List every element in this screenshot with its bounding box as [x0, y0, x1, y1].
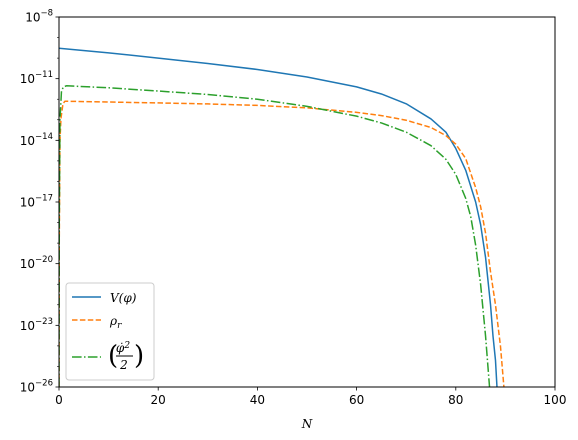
legend-label-kin: ( φ̇2 2 ) [108, 341, 144, 372]
svg-text:(: ( [108, 341, 118, 371]
y-tick-label: 10−20 [20, 255, 53, 271]
series-line-1 [59, 100, 505, 387]
x-tick-label: 80 [448, 393, 463, 407]
y-axis-ticks: 10−26 10−23 10−20 10−17 10−14 10−11 10−8 [20, 9, 59, 395]
x-axis-label: N [301, 417, 313, 431]
legend: V(φ) ρr ( φ̇2 2 ) [65, 282, 155, 381]
x-tick-label: 40 [250, 393, 265, 407]
legend-label-v: V(φ) [110, 291, 137, 305]
y-tick-label: 10−23 [20, 317, 53, 333]
series-line-0 [59, 47, 498, 387]
svg-text:2: 2 [119, 358, 128, 372]
svg-text:): ) [134, 341, 144, 371]
series-layer [59, 47, 505, 387]
y-tick-label: 10−14 [20, 132, 53, 148]
x-tick-label: 20 [151, 393, 166, 407]
y-tick-label: 10−11 [20, 70, 53, 86]
y-tick-label: 10−17 [20, 194, 53, 210]
x-axis-ticks: 0 20 40 60 80 100 [55, 387, 566, 407]
x-tick-label: 100 [544, 393, 567, 407]
x-tick-label: 0 [55, 393, 63, 407]
x-tick-label: 60 [349, 393, 364, 407]
series-line-2 [59, 85, 491, 387]
y-tick-label: 10−8 [25, 9, 53, 25]
y-tick-label: 10−26 [20, 379, 53, 395]
